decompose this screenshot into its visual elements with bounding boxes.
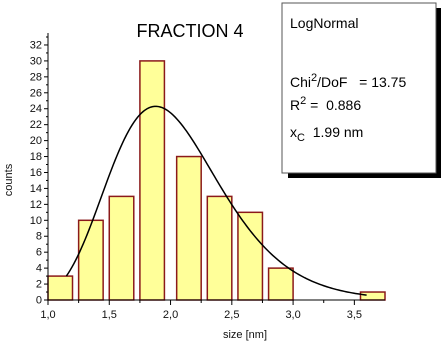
legend-r-value: = 0.886 — [306, 97, 361, 113]
legend-chi: Chi2/DoF = 13.75 — [290, 72, 406, 90]
x-tick-label-2: 2,0 — [163, 309, 178, 321]
lognormal-fit-curve — [65, 105, 367, 296]
y-tick-label-8: 16 — [30, 167, 42, 179]
y-tick-label-11: 22 — [30, 119, 42, 131]
legend-xc-sub: C — [297, 132, 305, 144]
y-tick-label-4: 8 — [36, 231, 42, 243]
x-tick-label-5: 3,5 — [347, 309, 362, 321]
y-tick-label-12: 24 — [30, 103, 42, 115]
chart-title: FRACTION 4 — [136, 21, 243, 41]
y-tick-label-5: 10 — [30, 215, 42, 227]
bar-4 — [175, 155, 202, 301]
y-tick-label-15: 30 — [30, 55, 42, 67]
legend-shadow-right — [436, 8, 441, 178]
y-tick-label-7: 14 — [30, 183, 42, 195]
x-tick-label-3: 2,5 — [224, 309, 239, 321]
y-tick-label-16: 32 — [30, 39, 42, 51]
fit-curve-group — [65, 105, 367, 296]
legend-chi-sup: 2 — [311, 72, 317, 84]
legend-frame — [281, 2, 437, 174]
bars-group — [47, 60, 386, 301]
fit-legend-box: LogNormal Chi2/DoF = 13.75 R2 = 0.886 xC… — [281, 2, 441, 178]
legend-chi-label: Chi — [290, 74, 311, 90]
bar-8 — [359, 291, 386, 301]
y-tick-label-0: 0 — [36, 295, 42, 307]
legend-r-label: R — [290, 97, 300, 113]
y-tick-label-13: 26 — [30, 87, 42, 99]
y-tick-label-3: 6 — [36, 247, 42, 259]
legend-r-sup: 2 — [300, 95, 306, 107]
x-tick-label-4: 3,0 — [285, 309, 300, 321]
legend-r2: R2 = 0.886 — [290, 95, 361, 113]
bar-7 — [267, 267, 294, 301]
x-axis-title: size [nm] — [223, 329, 267, 341]
legend-chi-value: /DoF = 13.75 — [317, 74, 406, 90]
y-axis-title: counts — [3, 163, 15, 196]
y-tick-label-6: 12 — [30, 199, 42, 211]
y-tick-label-2: 4 — [36, 263, 42, 275]
y-tick-label-14: 28 — [30, 71, 42, 83]
bar-3 — [139, 60, 166, 301]
y-tick-label-1: 2 — [36, 279, 42, 291]
legend-xc-label: x — [290, 124, 297, 140]
bar-6 — [237, 211, 264, 301]
y-tick-label-9: 18 — [30, 151, 42, 163]
legend-xc-value: 1.99 nm — [305, 124, 363, 140]
bar-5 — [206, 195, 233, 301]
bar-1 — [77, 219, 104, 301]
bar-0 — [47, 275, 74, 301]
legend-xc: xC 1.99 nm — [290, 124, 363, 144]
y-tick-label-10: 20 — [30, 135, 42, 147]
x-tick-label-1: 1,5 — [102, 309, 117, 321]
legend-title: LogNormal — [290, 15, 358, 31]
legend-shadow-bottom — [288, 173, 441, 178]
x-tick-label-0: 1,0 — [40, 309, 55, 321]
bar-2 — [108, 195, 135, 301]
